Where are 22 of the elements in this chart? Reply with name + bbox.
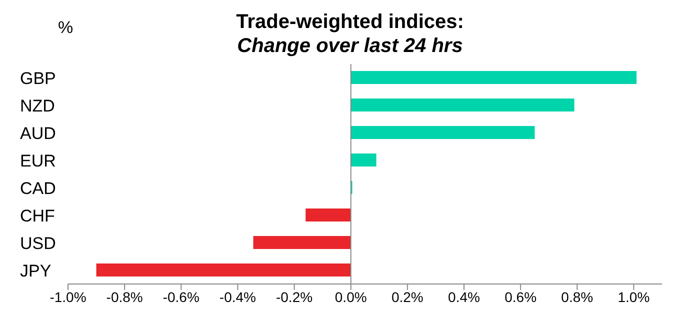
x-tick-label: 1.0% [618, 288, 650, 305]
x-tick-label: -0.6% [162, 288, 200, 305]
y-tick-label: CAD [20, 178, 56, 198]
y-tick-label: GBP [20, 68, 56, 88]
y-tick-label: USD [20, 234, 56, 253]
x-tick-label: 0.4% [448, 288, 480, 305]
y-tick-label: NZD [20, 96, 55, 116]
x-tick-label: -0.4% [219, 288, 256, 305]
y-tick-label: EUR [20, 151, 56, 170]
x-tick-label: 0.6% [504, 288, 537, 305]
y-tick-label: CHF [20, 206, 55, 226]
chart-subtitle: Change over last 24 hrs [237, 35, 463, 57]
x-tick-label: 0.8% [561, 288, 594, 305]
y-tick-label: JPY [20, 261, 52, 280]
x-tick-label: -1.0% [50, 288, 86, 305]
x-tick-label: -0.2% [276, 288, 313, 305]
x-tick-label: 0.0% [334, 288, 367, 305]
text: % [58, 18, 74, 38]
x-tick-label: -0.8% [106, 288, 143, 305]
chart-title: Trade-weighted indices: [236, 11, 464, 33]
y-tick-label: AUD [20, 124, 56, 143]
x-tick-label: 0.2% [391, 288, 424, 305]
